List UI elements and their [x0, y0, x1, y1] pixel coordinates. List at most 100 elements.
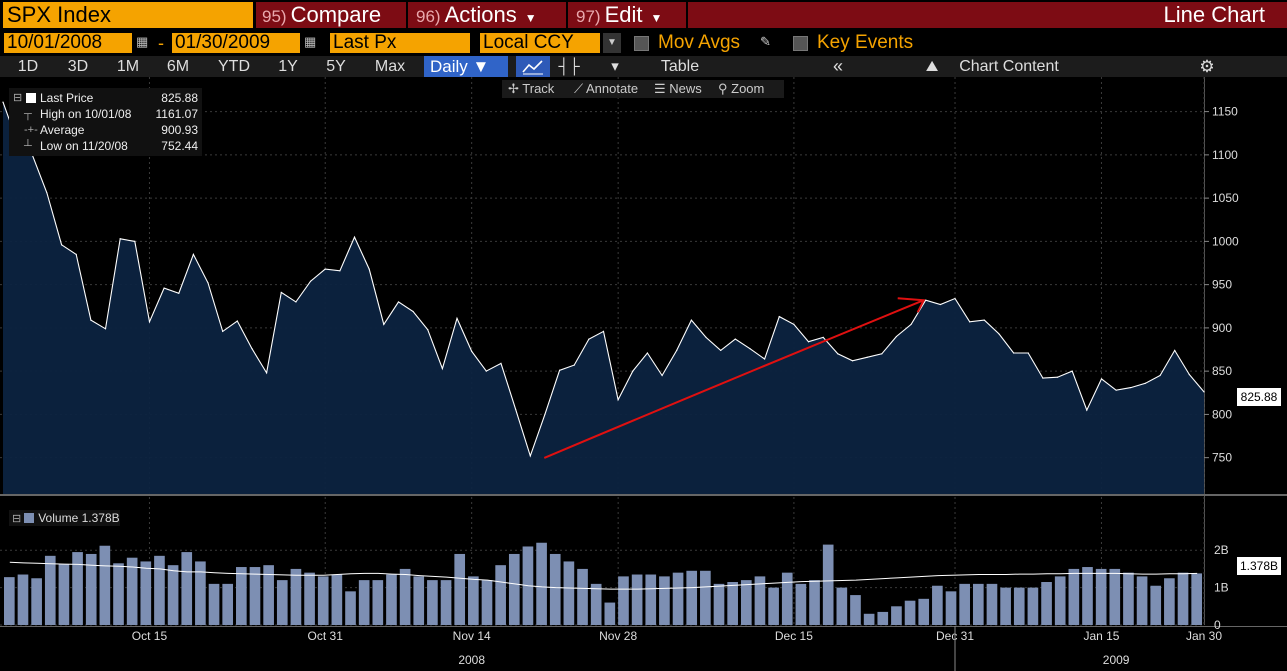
- price-point: [588, 338, 590, 340]
- volume-bar: [863, 613, 875, 625]
- legend-value: 1161.07: [155, 107, 199, 121]
- x-tick-label: Nov 28: [599, 629, 637, 643]
- legend-last-price: ⊟ Last Price 825.88: [9, 90, 202, 106]
- volume-bar: [700, 570, 711, 625]
- calendar-icon[interactable]: ▦: [304, 34, 317, 49]
- news-tool[interactable]: ☰ News: [648, 80, 720, 98]
- volume-bar: [672, 572, 684, 625]
- zoom-tool[interactable]: ⚲ Zoom: [712, 80, 784, 98]
- legend-average: -+- Average 900.93: [9, 122, 202, 138]
- line-chart-icon[interactable]: [516, 56, 550, 77]
- annotate-icon: ⟋: [574, 81, 586, 96]
- volume-bar: [604, 602, 616, 625]
- volume-bar: [427, 580, 438, 625]
- track-tool[interactable]: ✢ Track: [502, 80, 576, 98]
- volume-legend: ⊟ Volume 1.378B: [9, 510, 120, 526]
- swatch-icon: [26, 93, 36, 103]
- x-tick-label: Dec 15: [775, 629, 813, 643]
- legend-high: ┬ High on 10/01/08 1161.07: [9, 106, 202, 122]
- mov-avgs-checkbox[interactable]: [634, 36, 649, 51]
- volume-bar: [358, 580, 370, 625]
- volume-bar: [31, 578, 42, 625]
- price-point: [119, 238, 121, 240]
- volume-bar: [1000, 587, 1011, 625]
- collapse-icon[interactable]: ⊟: [12, 513, 22, 525]
- chart-content-button[interactable]: Chart Content: [959, 58, 1059, 75]
- price-field-select[interactable]: Last Px: [330, 33, 470, 53]
- legend-label: Average: [40, 123, 85, 137]
- price-point: [1130, 386, 1132, 389]
- mov-avgs-label[interactable]: Mov Avgs: [658, 32, 741, 53]
- period-1m[interactable]: 1M: [116, 58, 140, 75]
- actions-num: 96): [416, 7, 441, 26]
- price-point: [895, 335, 898, 338]
- edit-button[interactable]: 97) Edit ▼: [570, 2, 688, 28]
- price-point: [954, 297, 956, 300]
- period-1d[interactable]: 1D: [17, 58, 39, 75]
- price-point: [734, 338, 736, 340]
- volume-bar: [1150, 585, 1162, 625]
- actions-button[interactable]: 96) Actions ▼: [410, 2, 568, 28]
- chevron-down-icon[interactable]: ▼: [603, 33, 621, 53]
- price-point: [983, 319, 985, 321]
- legend-value: 825.88: [161, 91, 198, 105]
- price-point: [266, 372, 268, 374]
- volume-bar: [618, 576, 629, 625]
- price-point: [529, 455, 531, 457]
- security-ticker[interactable]: SPX Index: [3, 2, 253, 28]
- annotate-label: Annotate: [586, 81, 639, 96]
- price-point: [558, 369, 561, 371]
- volume-bar: [154, 555, 165, 625]
- volume-bar: [822, 544, 834, 625]
- volume-label: Volume: [38, 511, 79, 525]
- track-label: Track: [522, 81, 555, 96]
- volume-bar: [754, 576, 766, 625]
- period-6m[interactable]: 6M: [166, 58, 190, 75]
- chart-content-icon[interactable]: ⛰: [925, 58, 939, 75]
- x-tick-label: Nov 14: [453, 629, 491, 643]
- price-point: [793, 323, 795, 326]
- volume-bar: [590, 583, 602, 625]
- volume-bar: [549, 553, 561, 625]
- volume-bar: [263, 565, 274, 625]
- period-max[interactable]: Max: [374, 58, 406, 75]
- start-date-field[interactable]: 10/01/2008: [4, 33, 132, 53]
- volume-bar: [1191, 573, 1202, 625]
- calendar-icon[interactable]: ▦: [136, 34, 149, 49]
- price-point: [925, 299, 927, 301]
- price-point: [75, 253, 77, 255]
- bar-chart-icon[interactable]: ┤├: [558, 58, 580, 75]
- y-tick-label: 1100: [1212, 148, 1238, 162]
- key-events-label[interactable]: Key Events: [817, 32, 914, 53]
- collapse-icon[interactable]: «: [832, 56, 843, 76]
- chevron-down-icon[interactable]: ▾: [611, 58, 619, 75]
- legend-label: Low on 11/20/08: [40, 139, 128, 153]
- volume-bar: [795, 583, 807, 625]
- frequency-select[interactable]: Daily ▼: [424, 56, 508, 77]
- annotate-tool[interactable]: ⟋ Annotate: [568, 80, 656, 98]
- chart-type-title: Line Chart: [1163, 2, 1265, 27]
- price-point: [544, 413, 546, 416]
- period-ytd[interactable]: YTD: [218, 58, 250, 75]
- volume-bar: [399, 568, 411, 625]
- gear-icon[interactable]: ⚙: [1199, 57, 1215, 76]
- price-point: [1056, 376, 1059, 378]
- price-point: [368, 268, 370, 270]
- period-5y[interactable]: 5Y: [326, 58, 346, 75]
- currency-select[interactable]: Local CCY: [480, 33, 600, 53]
- period-1y[interactable]: 1Y: [278, 58, 298, 75]
- end-date-field[interactable]: 01/30/2009: [172, 33, 300, 53]
- table-button[interactable]: Table: [660, 58, 700, 75]
- collapse-icon[interactable]: ⊟: [13, 92, 23, 104]
- price-point: [1086, 409, 1088, 411]
- period-3d[interactable]: 3D: [67, 58, 89, 75]
- key-events-checkbox[interactable]: [793, 36, 808, 51]
- volume-bar: [85, 553, 97, 625]
- pencil-icon[interactable]: ✎: [760, 34, 771, 49]
- volume-average-line: [9, 561, 1198, 590]
- volume-bar: [1123, 572, 1134, 625]
- compare-button[interactable]: 95) Compare: [256, 2, 408, 28]
- volume-bar: [836, 587, 848, 625]
- price-volume-chart[interactable]: Oct 15 Oct 31 Nov 14 Nov 28 Dec 15 Dec 31 Jan …: [0, 77, 1287, 671]
- price-point: [353, 236, 356, 238]
